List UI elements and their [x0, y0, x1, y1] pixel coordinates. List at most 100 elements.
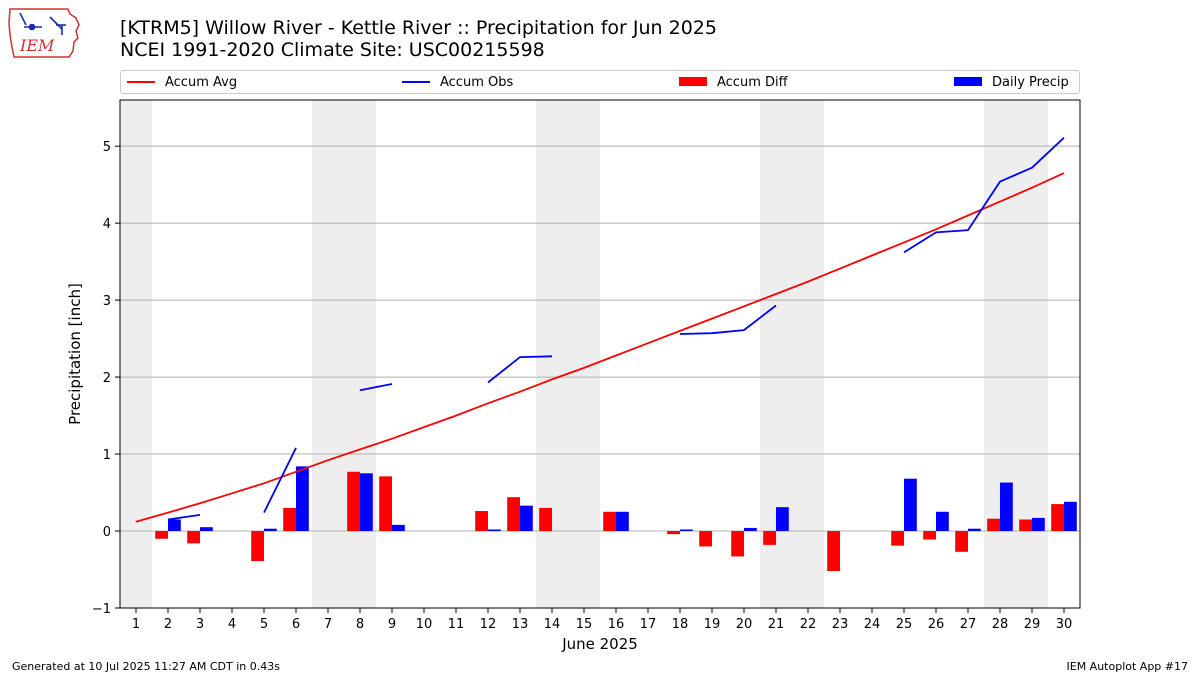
x-tick-label-4: 4 — [228, 617, 236, 632]
weekend-band-14 — [536, 100, 568, 608]
bar-accum-diff-day-21 — [763, 531, 776, 545]
x-tick-label-18: 18 — [672, 617, 689, 632]
bar-accum-diff-day-27 — [955, 531, 968, 552]
bar-daily-precip-day-12 — [488, 529, 501, 532]
x-tick-label-12: 12 — [480, 617, 497, 632]
x-tick-label-10: 10 — [416, 617, 433, 632]
x-tick-label-25: 25 — [896, 617, 913, 632]
weekend-band-1 — [120, 100, 152, 608]
bar-daily-precip-day-28 — [1000, 482, 1013, 532]
line-accum-obs-segment-2 — [359, 383, 393, 392]
legend-label-daily-precip: Daily Precip — [992, 75, 1069, 90]
x-tick-label-15: 15 — [576, 617, 593, 632]
bar-daily-precip-day-3 — [200, 527, 213, 532]
y-tick-label-1: 1 — [103, 448, 111, 463]
iowa-state-outline-icon — [8, 8, 80, 58]
chart-subtitle: NCEI 1991-2020 Climate Site: USC00215598 — [120, 39, 545, 61]
iem-logo: IEM — [6, 5, 82, 63]
legend-item-daily-precip: Daily Precip — [954, 75, 1069, 91]
x-tick-label-27: 27 — [960, 617, 977, 632]
weekend-band-29 — [1016, 100, 1048, 608]
bar-accum-diff-day-16 — [603, 511, 616, 532]
bar-accum-diff-day-2 — [155, 531, 168, 539]
line-accum-avg — [135, 172, 1065, 523]
weekend-band-15 — [568, 100, 600, 608]
bar-daily-precip-day-16 — [616, 511, 629, 532]
x-tick-label-26: 26 — [928, 617, 945, 632]
x-tick-label-6: 6 — [292, 617, 300, 632]
legend-label-accum-obs: Accum Obs — [440, 75, 514, 90]
bar-daily-precip-day-30 — [1064, 501, 1077, 532]
bar-daily-precip-day-26 — [936, 511, 949, 532]
x-tick-label-5: 5 — [260, 617, 268, 632]
x-tick-label-13: 13 — [512, 617, 529, 632]
y-tick-label-4: 4 — [103, 217, 111, 232]
chart-title: [KTRM5] Willow River - Kettle River :: P… — [120, 17, 717, 39]
x-tick-label-8: 8 — [356, 617, 364, 632]
x-tick-label-20: 20 — [736, 617, 753, 632]
bar-daily-precip-day-8 — [360, 473, 373, 532]
y-tick-label--1: −1 — [92, 602, 111, 617]
weekend-band-22 — [792, 100, 824, 608]
x-tick-label-17: 17 — [640, 617, 657, 632]
line-accum-obs-segment-4 — [679, 304, 777, 335]
bar-daily-precip-day-6 — [296, 466, 309, 532]
legend-label-accum-avg: Accum Avg — [165, 75, 238, 90]
bar-accum-diff-day-3 — [187, 531, 200, 544]
line-accum-obs-segment-3 — [487, 355, 553, 384]
x-tick-label-30: 30 — [1056, 617, 1073, 632]
legend: Accum Avg Accum Obs Accum Diff Daily Pre… — [120, 70, 1080, 94]
bar-accum-diff-day-18 — [667, 531, 680, 535]
app-label: IEM Autoplot App #17 — [1066, 660, 1189, 673]
bar-accum-diff-day-5 — [251, 531, 264, 562]
x-tick-label-29: 29 — [1024, 617, 1041, 632]
bar-accum-diff-day-29 — [1019, 519, 1032, 532]
bar-daily-precip-day-20 — [744, 527, 757, 532]
x-tick-label-19: 19 — [704, 617, 721, 632]
x-tick-label-23: 23 — [832, 617, 849, 632]
x-tick-label-7: 7 — [324, 617, 332, 632]
x-tick-label-28: 28 — [992, 617, 1009, 632]
legend-item-accum-obs: Accum Obs — [402, 75, 513, 91]
weekend-band-8 — [344, 100, 376, 608]
line-accum-obs-segment-5 — [903, 137, 1065, 254]
legend-swatch-accum-obs — [402, 80, 430, 83]
bar-accum-diff-day-13 — [507, 497, 520, 532]
bar-accum-diff-day-14 — [539, 507, 552, 532]
x-tick-label-9: 9 — [388, 617, 396, 632]
x-tick-label-16: 16 — [608, 617, 625, 632]
legend-swatch-accum-avg — [127, 80, 155, 83]
legend-item-accum-avg: Accum Avg — [127, 75, 237, 91]
bar-accum-diff-day-20 — [731, 531, 744, 557]
bar-accum-diff-day-26 — [923, 531, 936, 540]
line-accum-obs-segment-0 — [167, 514, 201, 521]
x-tick-label-11: 11 — [448, 617, 465, 632]
x-tick-label-3: 3 — [196, 617, 204, 632]
bar-accum-diff-day-19 — [699, 531, 712, 547]
weekend-band-7 — [312, 100, 344, 608]
bar-daily-precip-day-29 — [1032, 517, 1045, 532]
bar-daily-precip-day-25 — [904, 478, 917, 532]
y-tick-label-3: 3 — [103, 294, 111, 309]
x-tick-label-22: 22 — [800, 617, 817, 632]
bar-daily-precip-day-2 — [168, 519, 181, 532]
bar-accum-diff-day-8 — [347, 471, 360, 532]
y-axis-label: Precipitation [inch] — [66, 283, 84, 425]
plot-frame — [119, 99, 1081, 609]
legend-swatch-accum-diff — [679, 77, 707, 86]
x-tick-label-14: 14 — [544, 617, 561, 632]
bar-accum-diff-day-28 — [987, 518, 1000, 532]
bar-daily-precip-day-21 — [776, 507, 789, 532]
bar-daily-precip-day-5 — [264, 528, 277, 532]
legend-swatch-daily-precip — [954, 77, 982, 86]
bar-daily-precip-day-13 — [520, 505, 533, 532]
bar-accum-diff-day-25 — [891, 531, 904, 546]
bar-accum-diff-day-30 — [1051, 504, 1064, 532]
x-axis-label: June 2025 — [561, 635, 638, 653]
legend-item-accum-diff: Accum Diff — [679, 75, 788, 91]
generated-timestamp: Generated at 10 Jul 2025 11:27 AM CDT in… — [12, 660, 280, 673]
x-tick-label-1: 1 — [132, 617, 140, 632]
y-tick-label-0: 0 — [103, 525, 111, 540]
bar-daily-precip-day-27 — [968, 528, 981, 532]
x-tick-label-2: 2 — [164, 617, 172, 632]
